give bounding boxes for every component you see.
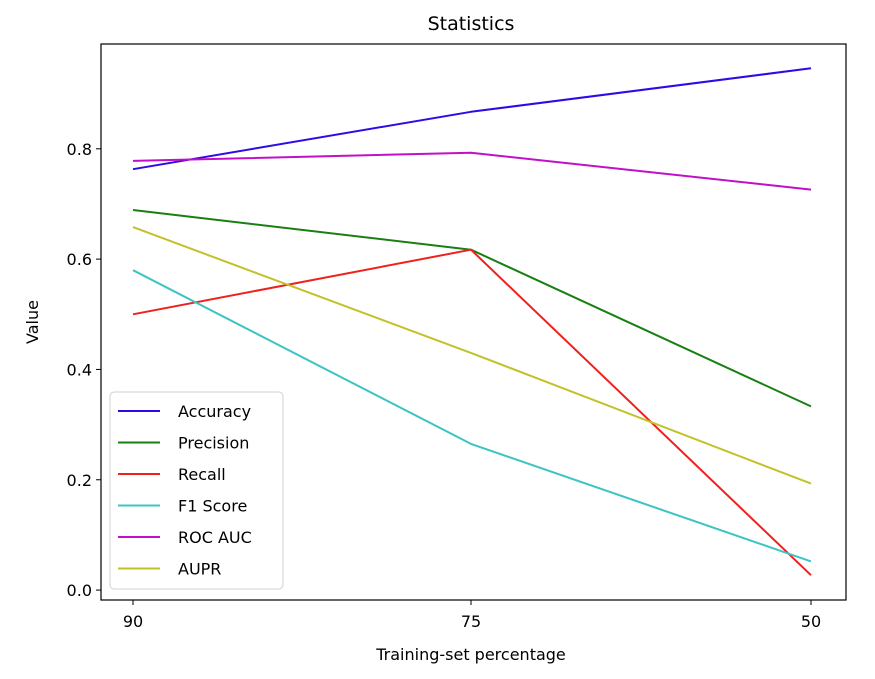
y-tick-label: 0.6	[67, 250, 92, 269]
series-line-accuracy	[132, 67, 812, 171]
legend-label: F1 Score	[178, 497, 247, 516]
x-tick-label: 75	[461, 612, 481, 631]
x-axis-label: Training-set percentage	[375, 645, 566, 664]
y-tick-label: 0.4	[67, 360, 92, 379]
series-line-f1-score	[132, 269, 812, 563]
legend-box	[109, 391, 284, 590]
x-tick-label: 90	[123, 612, 143, 631]
series-line-roc-auc	[132, 151, 812, 191]
y-tick-label: 0.2	[67, 471, 92, 490]
plot-frame	[100, 43, 847, 601]
y-axis: 0.0 0.2 0.4 0.6 0.8	[67, 140, 101, 600]
plot-lines	[132, 67, 812, 576]
series-line-recall	[132, 248, 812, 576]
legend-label: Precision	[178, 434, 249, 453]
legend-label: Accuracy	[178, 402, 251, 421]
series-line-aupr	[132, 226, 812, 485]
x-tick-label: 50	[801, 612, 821, 631]
y-axis-label: Value	[23, 300, 42, 344]
legend-label: ROC AUC	[178, 528, 252, 547]
y-tick-label: 0.8	[67, 140, 92, 159]
x-axis: 90 75 50	[123, 600, 821, 631]
legend-label: Recall	[178, 465, 226, 484]
y-tick-label: 0.0	[67, 581, 92, 600]
legend-label: AUPR	[178, 560, 221, 579]
legend: Accuracy Precision Recall F1 Score ROC AUC AU…	[109, 391, 284, 590]
chart-title: Statistics	[428, 13, 515, 35]
series-line-precision	[132, 209, 812, 408]
